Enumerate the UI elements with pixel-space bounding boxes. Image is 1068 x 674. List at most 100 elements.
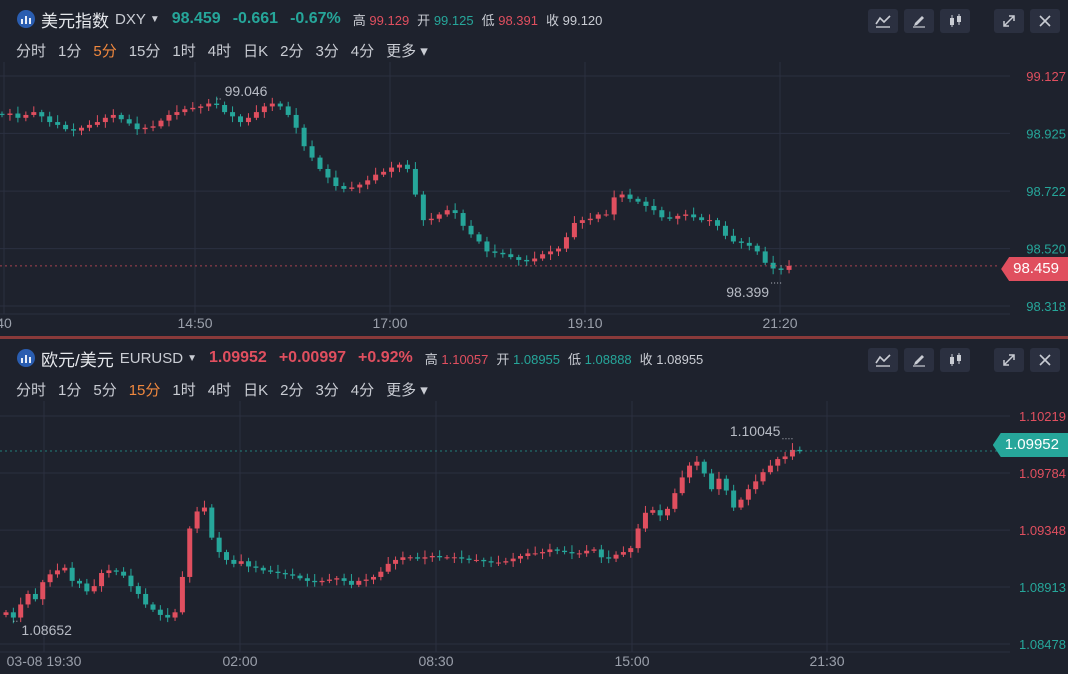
period-tab[interactable]: 5分 bbox=[93, 382, 117, 399]
period-tab[interactable]: 1分 bbox=[58, 43, 82, 60]
x-tick-label: 40 bbox=[0, 315, 12, 331]
ohlc-close: 收 99.120 bbox=[545, 12, 603, 28]
period-tab[interactable]: 1时 bbox=[172, 43, 196, 60]
candle-body bbox=[451, 557, 457, 559]
candle-body bbox=[25, 593, 31, 605]
period-tab[interactable]: 4时 bbox=[207, 43, 232, 60]
panel-divider[interactable] bbox=[0, 336, 1068, 339]
extreme-annotation: 99.046 bbox=[225, 83, 268, 99]
candle-body bbox=[166, 114, 172, 121]
candle-body bbox=[63, 124, 69, 130]
candle-body bbox=[429, 555, 435, 558]
candle-body bbox=[404, 164, 410, 169]
candle-body bbox=[312, 580, 318, 583]
candle-body bbox=[619, 194, 625, 198]
y-tick-label: 1.10219 bbox=[1019, 409, 1066, 424]
period-tab[interactable]: 分时 bbox=[16, 382, 47, 399]
close-icon[interactable] bbox=[1030, 9, 1060, 33]
candle-body bbox=[687, 465, 693, 478]
period-tab[interactable]: 4分 bbox=[350, 43, 375, 60]
candle-body bbox=[667, 217, 673, 219]
chart-toolbar bbox=[868, 348, 1060, 372]
candle-body bbox=[679, 477, 685, 494]
close-icon[interactable] bbox=[1030, 348, 1060, 372]
candle-body bbox=[47, 116, 53, 123]
current-price-tag: 98.459 bbox=[1001, 257, 1068, 281]
chevron-down-icon[interactable]: ▼ bbox=[149, 13, 160, 25]
period-tab[interactable]: 2分 bbox=[280, 43, 304, 60]
period-tab[interactable]: 日K bbox=[243, 43, 269, 60]
candle-body bbox=[650, 510, 656, 513]
symbol-code[interactable]: EURUSD bbox=[119, 349, 184, 367]
candle-body bbox=[540, 254, 546, 259]
period-tabs: 分时 1分 5分 15分 1时 4时 日K 2分 3分 4分 更多 ▾ bbox=[16, 379, 440, 400]
candle-body bbox=[767, 465, 773, 473]
ohlc-close: 收 1.08955 bbox=[639, 351, 704, 367]
expand-icon[interactable] bbox=[994, 348, 1024, 372]
candle-body bbox=[510, 558, 516, 562]
indicator-icon[interactable] bbox=[868, 348, 898, 372]
candle-body bbox=[174, 112, 180, 115]
y-tick-label: 98.318 bbox=[1026, 299, 1066, 314]
candle-body bbox=[595, 214, 601, 219]
candle-body bbox=[540, 552, 546, 554]
dxy-candlestick-chart[interactable]: 99.127 98.925 98.722 98.520 98.318 40 14:50 17:… bbox=[0, 62, 1068, 336]
period-tab[interactable]: 4时 bbox=[207, 382, 232, 399]
candle-type-icon[interactable] bbox=[940, 9, 970, 33]
candle-body bbox=[562, 550, 568, 553]
candle-body bbox=[393, 559, 399, 564]
candle-body bbox=[428, 218, 434, 221]
candle-body bbox=[69, 567, 75, 581]
period-tab[interactable]: 5分 bbox=[93, 43, 117, 60]
candle-body bbox=[102, 117, 108, 123]
period-tab[interactable]: 1分 bbox=[58, 382, 82, 399]
candle-type-icon[interactable] bbox=[940, 348, 970, 372]
price-change: -0.661 bbox=[232, 10, 279, 27]
candle-body bbox=[349, 187, 355, 189]
candle-body bbox=[643, 201, 649, 206]
period-tab[interactable]: 3分 bbox=[315, 382, 339, 399]
draw-pen-icon[interactable] bbox=[904, 9, 934, 33]
period-tab[interactable]: 更多 ▾ bbox=[386, 382, 428, 399]
x-tick-label: 19:10 bbox=[567, 315, 602, 331]
period-tab[interactable]: 3分 bbox=[315, 43, 339, 60]
candle-body bbox=[554, 549, 560, 551]
period-tab[interactable]: 1时 bbox=[172, 382, 196, 399]
candle-body bbox=[716, 478, 722, 490]
y-tick-label: 98.520 bbox=[1026, 242, 1066, 257]
candle-body bbox=[121, 571, 127, 576]
candle-body bbox=[707, 220, 713, 222]
candle-body bbox=[459, 557, 465, 559]
extreme-annotation: 98.399 bbox=[726, 284, 769, 300]
period-tab[interactable]: 更多 ▾ bbox=[386, 43, 428, 60]
chevron-down-icon[interactable]: ▼ bbox=[187, 352, 197, 364]
expand-icon[interactable] bbox=[994, 9, 1024, 33]
period-tab[interactable]: 分时 bbox=[16, 43, 47, 60]
candle-body bbox=[731, 490, 737, 508]
candle-body bbox=[3, 612, 9, 615]
eurusd-candlestick-chart[interactable]: 1.10219 1.09784 1.09348 1.08913 1.08478 03-08… bbox=[0, 401, 1068, 674]
indicator-icon[interactable] bbox=[868, 9, 898, 33]
y-tick-label: 1.09348 bbox=[1019, 523, 1066, 538]
candle-body bbox=[412, 168, 418, 195]
candle-body bbox=[15, 113, 21, 118]
candle-body bbox=[182, 109, 188, 113]
ohlc-open: 开 1.08955 bbox=[496, 351, 561, 367]
candle-body bbox=[118, 114, 124, 120]
eurusd-header: 欧元/美元 EURUSD ▼ 1.09952 +0.00997 +0.92% 高… bbox=[0, 339, 1068, 377]
candle-body bbox=[381, 171, 387, 175]
period-tab[interactable]: 日K bbox=[243, 382, 269, 399]
period-tab[interactable]: 15分 bbox=[128, 382, 161, 399]
symbol-code[interactable]: DXY bbox=[115, 10, 146, 28]
period-tab[interactable]: 15分 bbox=[128, 43, 161, 60]
chart-bars-icon bbox=[17, 349, 35, 367]
x-tick-label: 21:30 bbox=[809, 653, 844, 669]
candle-body bbox=[709, 473, 715, 490]
period-tab[interactable]: 2分 bbox=[280, 382, 304, 399]
candle-body bbox=[269, 103, 275, 107]
period-tab[interactable]: 4分 bbox=[350, 382, 375, 399]
draw-pen-icon[interactable] bbox=[904, 348, 934, 372]
candle-body bbox=[420, 194, 426, 221]
candle-body bbox=[214, 103, 220, 105]
candle-body bbox=[260, 567, 266, 571]
